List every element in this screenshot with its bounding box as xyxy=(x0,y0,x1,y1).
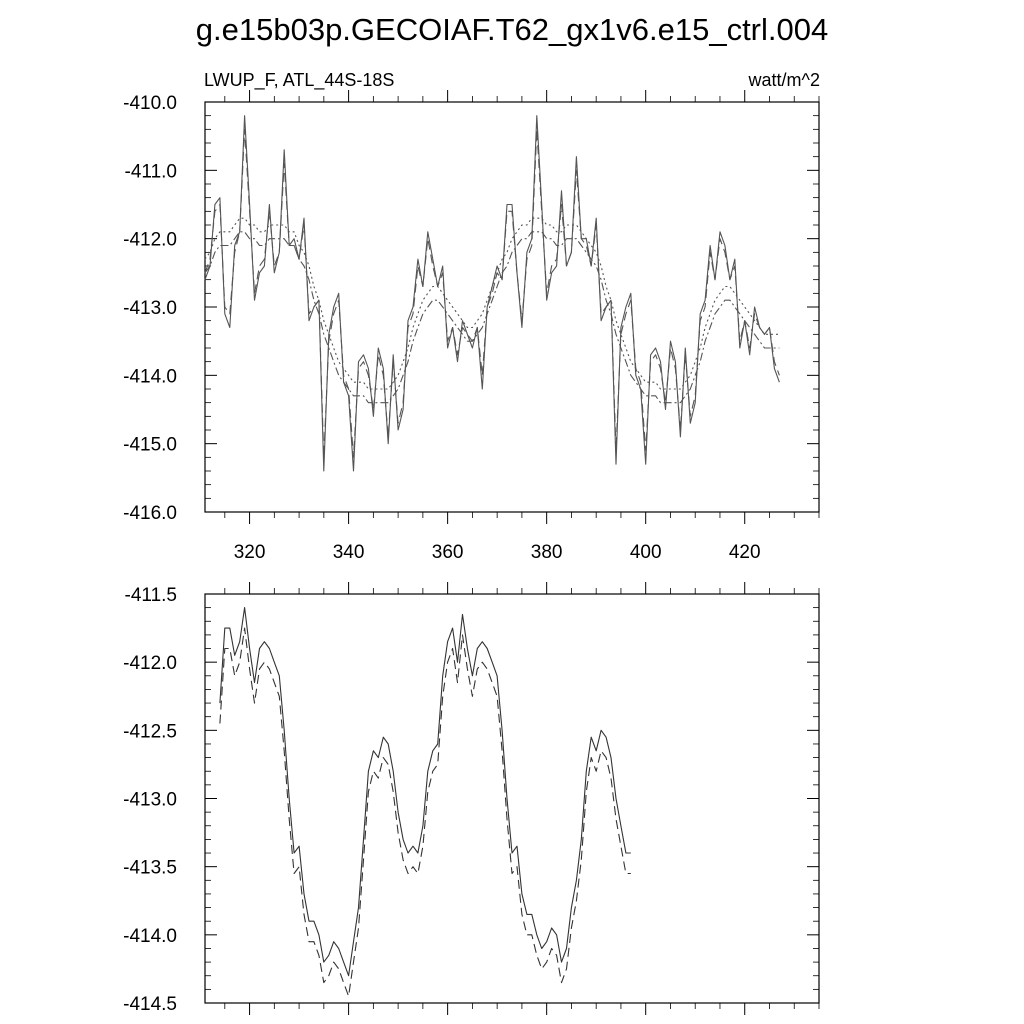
panel-lower: -414.5 -414.0 -413.5 -413.0 -412.5 -412.0 -411… xyxy=(123,582,820,1015)
y-tick-label: -413.0 xyxy=(123,790,177,811)
y-tick-label: -416.0 xyxy=(123,503,177,524)
y-tick-label: -414.0 xyxy=(123,366,177,387)
y-tick-label: -415.0 xyxy=(123,435,177,456)
plot-frame xyxy=(204,101,820,513)
x-tick-label: 320 xyxy=(234,542,266,563)
panel-upper: -416.0 -415.0 -414.0 -413.0 -412.0 -411.0 -410… xyxy=(123,90,820,563)
y-tick-label: -412.5 xyxy=(123,721,177,742)
y-tick-label: -414.0 xyxy=(123,926,177,947)
x-tick-label: 400 xyxy=(630,542,662,563)
series-line-dashed xyxy=(204,128,780,458)
y-tick-label: -411.0 xyxy=(125,161,177,182)
chart-title: g.e15b03p.GECOIAF.T62_gx1v6.e15_ctrl.004 xyxy=(196,12,828,47)
series-line-dashdot xyxy=(204,231,780,404)
series-line-dashed xyxy=(219,627,631,997)
y-tick-label: -413.5 xyxy=(123,858,177,879)
series-line-solid xyxy=(204,115,780,472)
x-tick-label: 420 xyxy=(729,542,761,563)
panel1-subtitle-right: watt/m^2 xyxy=(748,70,820,90)
y-tick-label: -412.0 xyxy=(123,653,177,674)
y-tick-label: -414.5 xyxy=(123,994,177,1015)
series-line-solid xyxy=(219,607,631,977)
x-tick-label: 380 xyxy=(531,542,563,563)
x-tick-label: 360 xyxy=(432,542,464,563)
y-tick-label: -411.5 xyxy=(125,585,177,606)
panel1-subtitle-left: LWUP_F, ATL_44S-18S xyxy=(204,70,394,91)
plot-frame xyxy=(204,593,820,1004)
x-tick-label: 340 xyxy=(333,542,365,563)
y-tick-label: -410.0 xyxy=(123,93,177,114)
y-tick-label: -413.0 xyxy=(123,298,177,319)
y-tick-label: -412.0 xyxy=(123,230,177,251)
series-line-dotted xyxy=(204,217,780,390)
